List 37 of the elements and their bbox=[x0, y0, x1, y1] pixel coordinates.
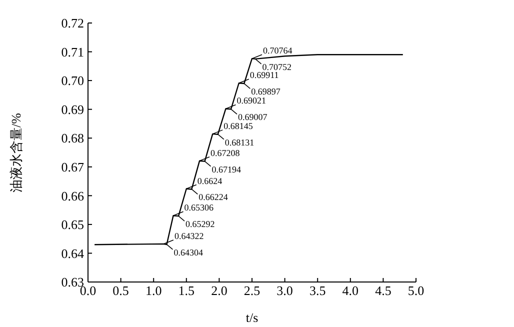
annotation: 0.70752 bbox=[262, 62, 292, 72]
x-tick-label: 2.5 bbox=[244, 283, 260, 298]
x-tick-label: 3.0 bbox=[276, 283, 293, 298]
annotation: 0.69007 bbox=[238, 112, 268, 122]
y-tick-label: 0.64 bbox=[61, 246, 84, 261]
y-tick-label: 0.67 bbox=[61, 160, 84, 175]
x-axis-title: t/s bbox=[246, 310, 258, 325]
annotation: 0.67194 bbox=[212, 164, 242, 174]
annotation: 0.67208 bbox=[210, 148, 240, 158]
annotation: 0.64304 bbox=[174, 247, 204, 258]
annotation: 0.6624 bbox=[197, 176, 223, 186]
y-tick-label: 0.72 bbox=[61, 16, 84, 31]
x-tick-label: 1.5 bbox=[178, 283, 195, 298]
annotation: 0.68131 bbox=[224, 137, 254, 148]
annotation: 0.65292 bbox=[186, 219, 215, 230]
y-tick-label: 0.71 bbox=[61, 44, 84, 60]
annotation: 0.69911 bbox=[250, 70, 279, 80]
annotation: 0.69021 bbox=[236, 96, 266, 106]
annotation: 0.68145 bbox=[224, 120, 254, 131]
x-tick-label: 0.5 bbox=[112, 283, 129, 298]
x-tick-label: 2.0 bbox=[211, 283, 228, 298]
y-axis-title: 油液水含量/% bbox=[8, 112, 24, 192]
annotation: 0.70764 bbox=[263, 46, 293, 56]
x-tick-label: 5.0 bbox=[408, 283, 424, 298]
x-tick-label: 4.0 bbox=[342, 283, 359, 298]
annotation: 0.66224 bbox=[198, 192, 228, 202]
annotation: 0.64322 bbox=[174, 230, 204, 241]
y-tick-label: 0.66 bbox=[61, 188, 84, 204]
y-tick-label: 0.65 bbox=[61, 217, 84, 232]
x-tick-label: 4.5 bbox=[375, 283, 392, 298]
y-tick-label: 0.69 bbox=[61, 102, 84, 117]
y-tick-label: 0.70 bbox=[61, 73, 84, 88]
x-tick-label: 3.5 bbox=[309, 283, 326, 298]
y-tick-label: 0.68 bbox=[61, 130, 84, 146]
annotation: 0.69897 bbox=[251, 86, 281, 97]
x-tick-label: 1.0 bbox=[145, 283, 162, 298]
annotation: 0.65306 bbox=[184, 202, 214, 213]
